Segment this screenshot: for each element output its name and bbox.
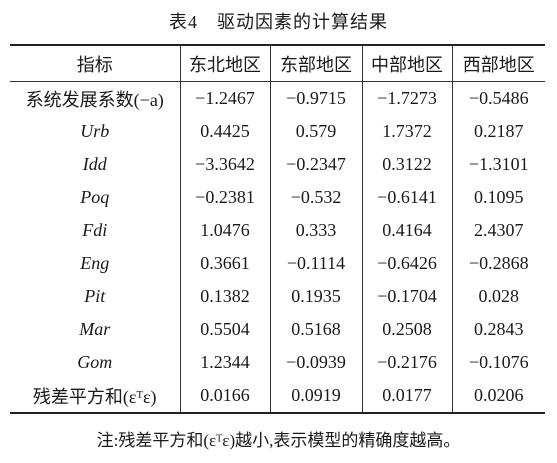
- row-label: 残差平方和(εᵀε): [32, 386, 157, 407]
- table-row: Urb 0.4425 0.579 1.7372 0.2187: [10, 115, 545, 148]
- table-row: Idd −3.3642 −0.2347 0.3122 −1.3101: [10, 148, 545, 181]
- value-cell: 0.2508: [361, 313, 452, 346]
- value-cell: 0.579: [269, 115, 362, 148]
- table-row: Mar 0.5504 0.5168 0.2508 0.2843: [10, 313, 545, 346]
- value-cell: 0.3661: [179, 247, 270, 280]
- value-cell: −0.9715: [269, 81, 362, 115]
- value-cell: 0.4425: [179, 115, 270, 148]
- table-row: Pit 0.1382 0.1935 −0.1704 0.028: [10, 280, 545, 313]
- value-cell: 0.333: [269, 214, 362, 247]
- value-cell: 0.5504: [179, 313, 270, 346]
- value-cell: −0.1076: [451, 346, 545, 379]
- value-cell: −0.1704: [361, 280, 452, 313]
- row-label: Mar: [79, 319, 111, 339]
- table-row: Gom 1.2344 −0.0939 −0.2176 −0.1076: [10, 346, 545, 379]
- value-cell: −1.3101: [451, 148, 545, 181]
- value-cell: 0.1095: [451, 181, 545, 214]
- value-cell: −0.0939: [269, 346, 362, 379]
- value-cell: −0.6426: [361, 247, 452, 280]
- value-cell: 0.1935: [269, 280, 362, 313]
- value-cell: −1.7273: [361, 81, 452, 115]
- table-note: 注:残差平方和(εᵀε)越小,表示模型的精确度越高。: [96, 431, 461, 450]
- table-row: 系统发展系数(−a) −1.2467 −0.9715 −1.7273 −0.5486: [10, 81, 545, 115]
- value-cell: 0.0206: [451, 379, 545, 413]
- value-cell: −0.1114: [269, 247, 362, 280]
- value-cell: 0.5168: [269, 313, 362, 346]
- value-cell: 0.0919: [269, 379, 362, 413]
- value-cell: 0.4164: [361, 214, 452, 247]
- table-title: 表4 驱动因素的计算结果: [169, 12, 388, 32]
- value-cell: 1.7372: [361, 115, 452, 148]
- table-row: Poq −0.2381 −0.532 −0.6141 0.1095: [10, 181, 545, 214]
- value-cell: −0.532: [269, 181, 362, 214]
- table-row: Eng 0.3661 −0.1114 −0.6426 −0.2868: [10, 247, 545, 280]
- header-cell: 东部地区: [269, 45, 362, 82]
- row-label: Gom: [77, 352, 113, 372]
- row-label: Poq: [80, 187, 110, 207]
- value-cell: 0.3122: [361, 148, 452, 181]
- value-cell: 2.4307: [451, 214, 545, 247]
- value-cell: 0.2843: [451, 313, 545, 346]
- value-cell: 0.1382: [179, 280, 270, 313]
- header-cell: 指标: [10, 45, 180, 82]
- value-cell: −3.3642: [179, 148, 270, 181]
- data-table: 指标 东北地区 东部地区 中部地区 西部地区 系统发展系数(−a) −1.2467 −0.9…: [10, 44, 545, 414]
- header-cell: 西部地区: [451, 45, 545, 82]
- value-cell: −0.2176: [361, 346, 452, 379]
- header-cell: 东北地区: [179, 45, 270, 82]
- row-label: Eng: [80, 253, 110, 273]
- value-cell: 1.0476: [179, 214, 270, 247]
- table-row: Fdi 1.0476 0.333 0.4164 2.4307: [10, 214, 545, 247]
- value-cell: −0.5486: [451, 81, 545, 115]
- value-cell: −0.2868: [451, 247, 545, 280]
- table-row: 残差平方和(εᵀε) 0.0166 0.0919 0.0177 0.0206: [10, 379, 545, 413]
- value-cell: −1.2467: [179, 81, 270, 115]
- value-cell: −0.2347: [269, 148, 362, 181]
- value-cell: 0.0166: [179, 379, 270, 413]
- row-label: Pit: [84, 286, 106, 306]
- row-label: Fdi: [82, 220, 108, 240]
- value-cell: 0.2187: [451, 115, 545, 148]
- value-cell: 1.2344: [179, 346, 270, 379]
- value-cell: −0.2381: [179, 181, 270, 214]
- header-cell: 中部地区: [361, 45, 452, 82]
- header-row: 指标 东北地区 东部地区 中部地区 西部地区: [10, 45, 545, 82]
- row-label: Idd: [82, 154, 107, 174]
- value-cell: −0.6141: [361, 181, 452, 214]
- value-cell: 0.0177: [361, 379, 452, 413]
- value-cell: 0.028: [451, 280, 545, 313]
- row-label: 系统发展系数(−a): [25, 89, 164, 110]
- row-label: Urb: [80, 121, 110, 141]
